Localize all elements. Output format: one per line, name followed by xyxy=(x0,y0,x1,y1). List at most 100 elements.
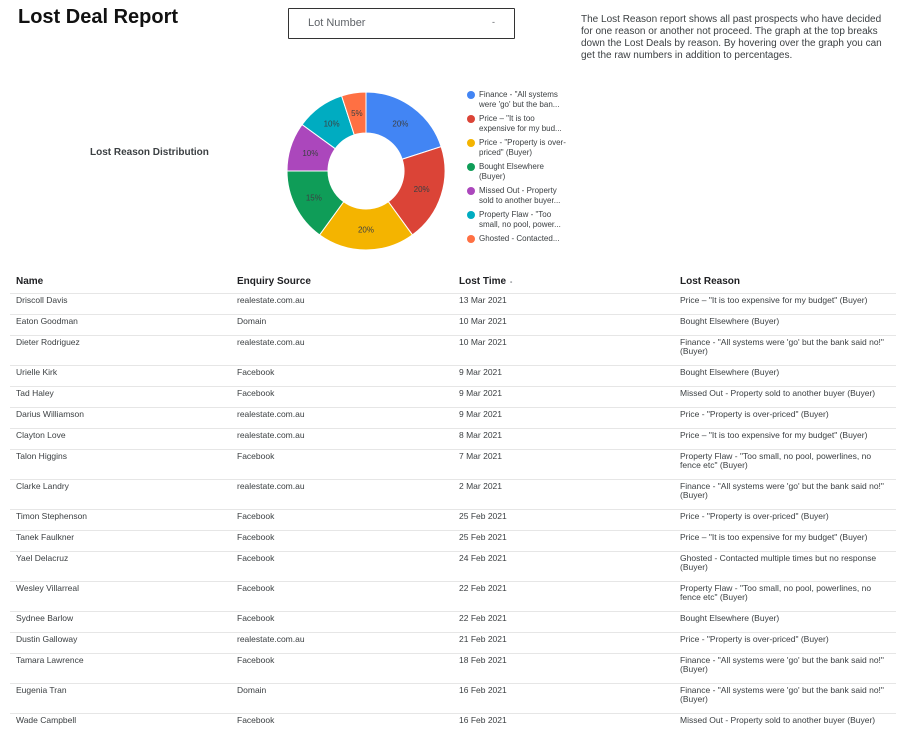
page-title: Lost Deal Report xyxy=(18,6,179,28)
slice-label: 20% xyxy=(392,120,408,129)
cell-name: Tanek Faulkner xyxy=(10,529,231,551)
cell-lost-time: 25 Feb 2021 xyxy=(453,529,674,551)
sort-desc-icon: - xyxy=(510,279,513,287)
slice-label: 10% xyxy=(324,120,340,129)
legend-color-dot-icon xyxy=(467,235,475,243)
cell-lost-reason: Bought Elsewhere (Buyer) xyxy=(674,610,896,632)
cell-lost-reason: Price – "It is too expensive for my budg… xyxy=(674,292,896,314)
slice-label: 20% xyxy=(414,185,430,194)
cell-name: Darius Williamson xyxy=(10,406,231,428)
cell-lost-reason: Missed Out - Property sold to another bu… xyxy=(674,385,896,407)
cell-enquiry-source: Facebook xyxy=(231,610,453,632)
table-row[interactable]: Dustin Galloway realestate.com.au 21 Feb 2… xyxy=(10,631,896,653)
cell-enquiry-source: Domain xyxy=(231,682,453,713)
cell-lost-time: 25 Feb 2021 xyxy=(453,508,674,530)
cell-lost-reason: Bought Elsewhere (Buyer) xyxy=(674,313,896,335)
legend-item: Ghosted - Contacted... xyxy=(467,234,567,244)
table-row[interactable]: Driscoll Davis realestate.com.au 13 Mar 20… xyxy=(10,292,896,314)
table-row[interactable]: Dieter Rodriguez realestate.com.au 10 Mar … xyxy=(10,334,896,365)
cell-name: Timon Stephenson xyxy=(10,508,231,530)
cell-lost-reason: Price - "Property is over-priced" (Buyer… xyxy=(674,631,896,653)
cell-enquiry-source: Facebook xyxy=(231,550,453,581)
table-row[interactable]: Talon Higgins Facebook 7 Mar 2021 Property … xyxy=(10,448,896,479)
cell-lost-reason: Ghosted - Contacted multiple times but n… xyxy=(674,550,896,581)
cell-name: Dieter Rodriguez xyxy=(10,334,231,365)
table-row[interactable]: Eugenia Tran Domain 16 Feb 2021 Finance - "… xyxy=(10,682,896,713)
lot-number-filter[interactable]: Lot Number - xyxy=(288,8,515,39)
slice-label: 20% xyxy=(358,226,374,235)
cell-enquiry-source: Facebook xyxy=(231,508,453,530)
cell-name: Dustin Galloway xyxy=(10,631,231,653)
legend-color-dot-icon xyxy=(467,91,475,99)
cell-enquiry-source: realestate.com.au xyxy=(231,406,453,428)
legend-color-dot-icon xyxy=(467,187,475,195)
cell-lost-reason: Price – "It is too expensive for my budg… xyxy=(674,529,896,551)
lost-reason-donut-chart[interactable]: 20% 20% 20% 15% 10% 10% 5% xyxy=(286,91,446,251)
column-header-lost-time[interactable]: Lost Time - xyxy=(459,276,513,288)
cell-lost-time: 8 Mar 2021 xyxy=(453,427,674,449)
cell-enquiry-source: Facebook xyxy=(231,529,453,551)
table-row[interactable]: Clarke Landry realestate.com.au 2 Mar 2021… xyxy=(10,478,896,509)
legend-label: Finance - "All systems were 'go' but the… xyxy=(479,90,560,109)
legend-item: Property Flaw - "Too small, no pool, pow… xyxy=(467,210,567,230)
cell-enquiry-source: Facebook xyxy=(231,364,453,386)
cell-lost-reason: Finance - "All systems were 'go' but the… xyxy=(674,334,896,365)
donut-slice[interactable] xyxy=(340,91,367,136)
cell-lost-time: 22 Feb 2021 xyxy=(453,610,674,632)
cell-lost-reason: Finance - "All systems were 'go' but the… xyxy=(674,478,896,509)
cell-enquiry-source: Facebook xyxy=(231,580,453,611)
cell-name: Clarke Landry xyxy=(10,478,231,509)
cell-enquiry-source: Facebook xyxy=(231,712,453,734)
legend-label: Property Flaw - "Too small, no pool, pow… xyxy=(479,210,561,229)
legend-color-dot-icon xyxy=(467,163,475,171)
legend-label: Price - "Property is over-priced" (Buyer… xyxy=(479,138,566,157)
table-row[interactable]: Urielle Kirk Facebook 9 Mar 2021 Bought Els… xyxy=(10,364,896,386)
cell-lost-reason: Property Flaw - "Too small, no pool, pow… xyxy=(674,580,896,611)
cell-name: Clayton Love xyxy=(10,427,231,449)
legend-label: Missed Out - Property sold to another bu… xyxy=(479,186,561,205)
cell-enquiry-source: Facebook xyxy=(231,385,453,407)
table-row[interactable]: Darius Williamson realestate.com.au 9 Mar … xyxy=(10,406,896,428)
cell-enquiry-source: Domain xyxy=(231,313,453,335)
legend-item: Bought Elsewhere (Buyer) xyxy=(467,162,567,182)
legend-item: Price – "It is too expensive for my bud.… xyxy=(467,114,567,134)
column-header-enquiry-source[interactable]: Enquiry Source xyxy=(237,276,311,288)
cell-enquiry-source: realestate.com.au xyxy=(231,631,453,653)
table-row[interactable]: Wesley Villarreal Facebook 22 Feb 2021 Prop… xyxy=(10,580,896,611)
cell-name: Driscoll Davis xyxy=(10,292,231,314)
chart-title: Lost Reason Distribution xyxy=(90,147,209,158)
table-row[interactable]: Wade Campbell Facebook 16 Feb 2021 Missed O… xyxy=(10,712,896,734)
cell-lost-time: 10 Mar 2021 xyxy=(453,313,674,335)
cell-lost-reason: Missed Out - Property sold to another bu… xyxy=(674,712,896,734)
cell-enquiry-source: Facebook xyxy=(231,448,453,479)
lost-deals-table: Name Enquiry Source Lost Time - Lost Reas… xyxy=(10,271,896,734)
table-row[interactable]: Tamara Lawrence Facebook 18 Feb 2021 Financ… xyxy=(10,652,896,683)
cell-lost-time: 13 Mar 2021 xyxy=(453,292,674,314)
cell-name: Eugenia Tran xyxy=(10,682,231,713)
table-row[interactable]: Sydnee Barlow Facebook 22 Feb 2021 Bought E… xyxy=(10,610,896,632)
slice-label: 15% xyxy=(306,194,322,203)
cell-lost-reason: Price - "Property is over-priced" (Buyer… xyxy=(674,406,896,428)
cell-lost-time: 9 Mar 2021 xyxy=(453,364,674,386)
cell-lost-time: 9 Mar 2021 xyxy=(453,406,674,428)
table-row[interactable]: Tad Haley Facebook 9 Mar 2021 Missed Out - … xyxy=(10,385,896,407)
table-row[interactable]: Eaton Goodman Domain 10 Mar 2021 Bought Els… xyxy=(10,313,896,335)
column-header-lost-reason[interactable]: Lost Reason xyxy=(680,276,741,288)
table-row[interactable]: Clayton Love realestate.com.au 8 Mar 2021 P… xyxy=(10,427,896,449)
table-row[interactable]: Timon Stephenson Facebook 25 Feb 2021 Price… xyxy=(10,508,896,530)
legend-color-dot-icon xyxy=(467,211,475,219)
cell-enquiry-source: Facebook xyxy=(231,652,453,683)
cell-name: Urielle Kirk xyxy=(10,364,231,386)
table-row[interactable]: Yael Delacruz Facebook 24 Feb 2021 Ghosted … xyxy=(10,550,896,581)
column-header-name[interactable]: Name xyxy=(16,276,44,288)
cell-enquiry-source: realestate.com.au xyxy=(231,478,453,509)
cell-lost-reason: Finance - "All systems were 'go' but the… xyxy=(674,652,896,683)
legend-color-dot-icon xyxy=(467,115,475,123)
legend-item: Finance - "All systems were 'go' but the… xyxy=(467,90,567,110)
report-description: The Lost Reason report shows all past pr… xyxy=(581,14,882,61)
chevron-down-icon: - xyxy=(492,17,495,27)
table-row[interactable]: Tanek Faulkner Facebook 25 Feb 2021 Price –… xyxy=(10,529,896,551)
cell-lost-reason: Price – "It is too expensive for my budg… xyxy=(674,427,896,449)
legend-label: Bought Elsewhere (Buyer) xyxy=(479,162,544,181)
cell-name: Tad Haley xyxy=(10,385,231,407)
